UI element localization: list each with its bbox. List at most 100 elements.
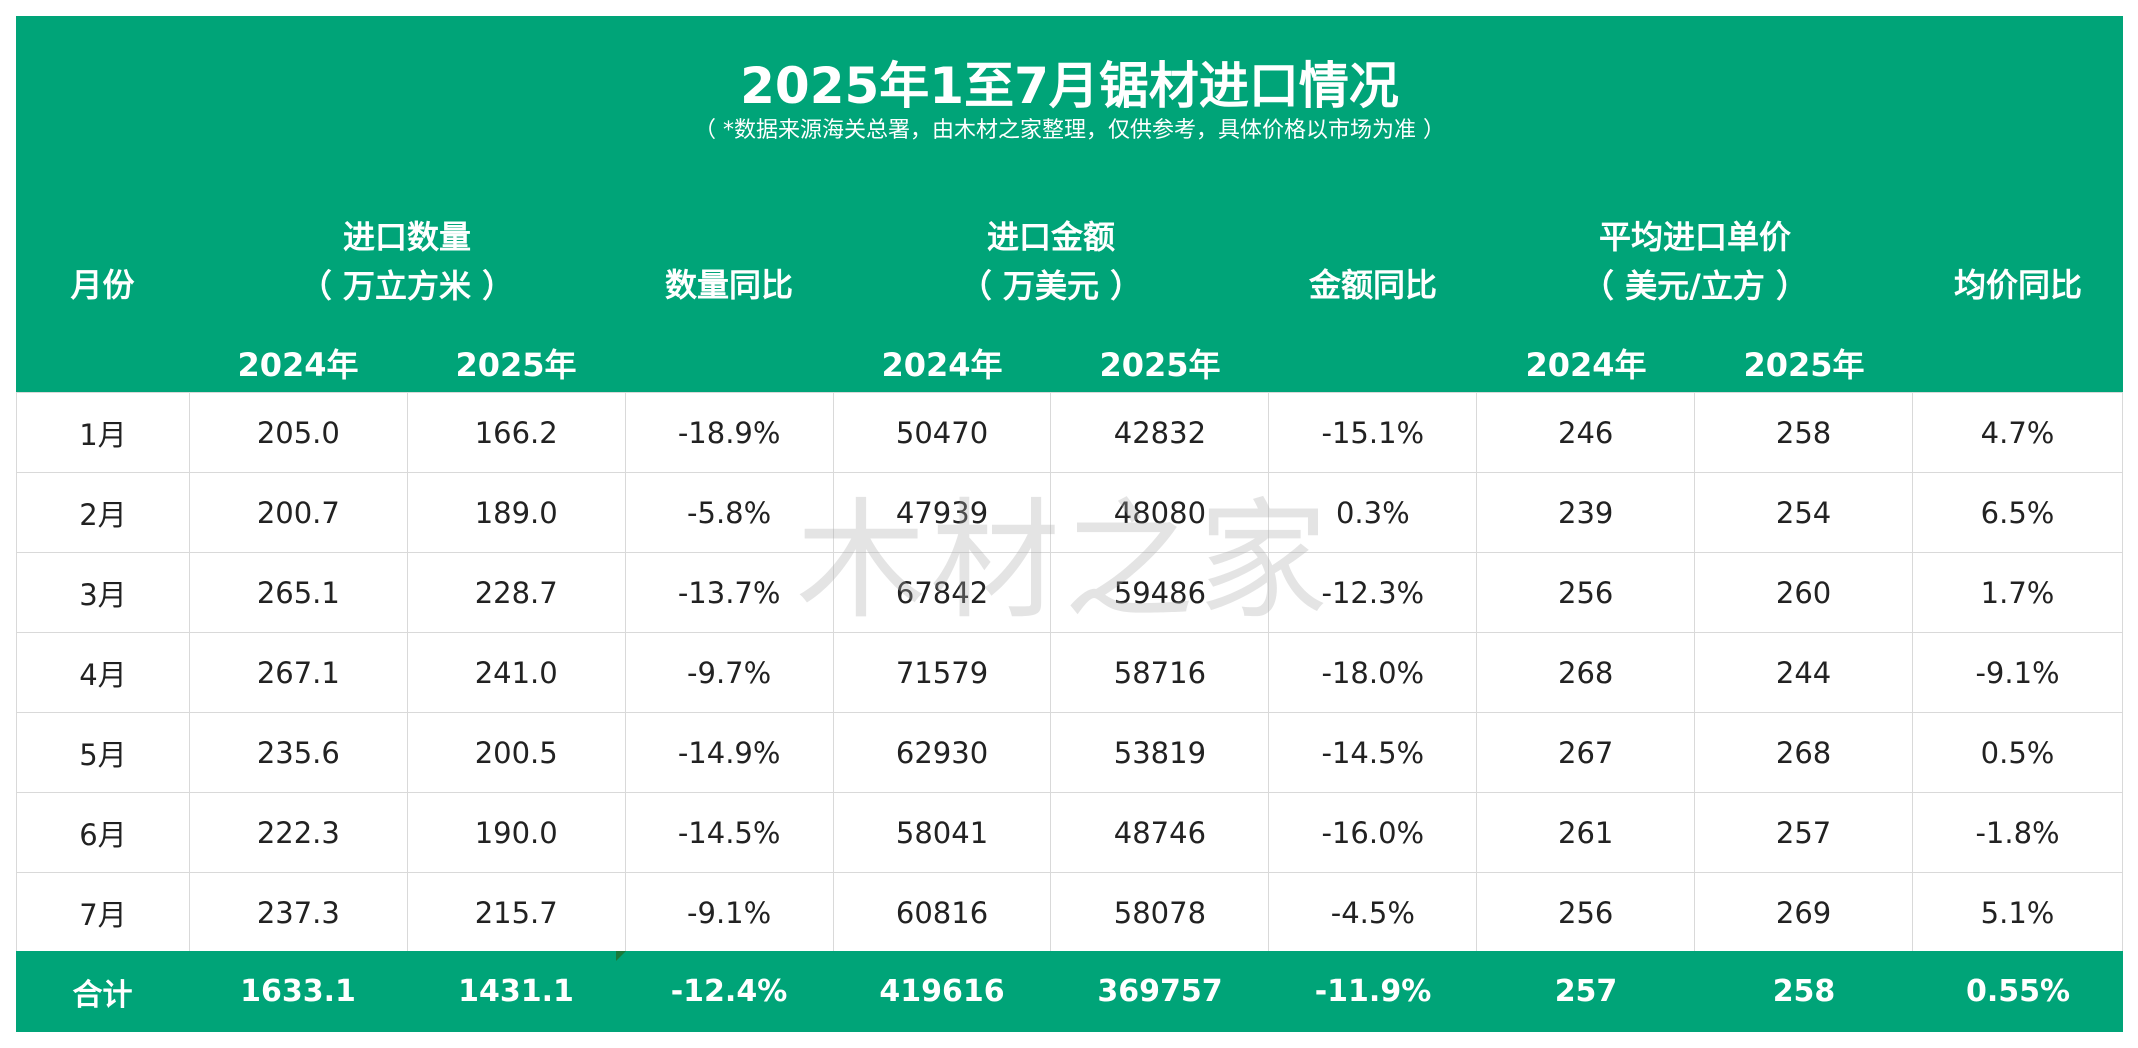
header-price-2025: 2025年 — [1743, 346, 1865, 384]
cell-month: 1月 — [16, 392, 190, 473]
header-qty-unit: （ 万立方米 ） — [299, 267, 515, 305]
cell-month: 5月 — [16, 712, 190, 793]
cell-amt-2024: 60816 — [832, 872, 1052, 953]
table-row: 2月 200.7 189.0 -5.8% 47939 48080 0.3% 23… — [16, 472, 2123, 553]
cell-amt-yoy: -18.0% — [1268, 632, 1478, 713]
total-amt-2025: 369757 — [1097, 974, 1223, 1009]
cell-qty-2025: 189.0 — [406, 472, 626, 553]
cell-qty-yoy: -14.9% — [624, 712, 834, 793]
cell-amt-2024: 62930 — [832, 712, 1052, 793]
cell-price-yoy: -1.8% — [1912, 792, 2123, 873]
table-row: 1月 205.0 166.2 -18.9% 50470 42832 -15.1%… — [16, 392, 2123, 473]
total-qty-2024: 1633.1 — [240, 974, 356, 1009]
total-price-yoy: 0.55% — [1965, 974, 2071, 1009]
header-amt-2025: 2025年 — [1099, 346, 1221, 384]
table-header: 2025年1至7月锯材进口情况 （ *数据来源海关总署，由木材之家整理，仅供参考… — [16, 16, 2123, 392]
cell-month: 6月 — [16, 792, 190, 873]
total-amt-yoy: -11.9% — [1314, 974, 1432, 1009]
cell-qty-2024: 237.3 — [188, 872, 408, 953]
header-price-title: 平均进口单价 — [1598, 218, 1791, 256]
cell-price-2025: 254 — [1694, 472, 1914, 553]
cell-price-2025: 268 — [1694, 712, 1914, 793]
header-month: 月份 — [70, 266, 135, 304]
cell-amt-2025: 42832 — [1050, 392, 1270, 473]
cell-qty-yoy: -14.5% — [624, 792, 834, 873]
cell-qty-yoy: -5.8% — [624, 472, 834, 553]
cell-price-yoy: 5.1% — [1912, 872, 2123, 953]
cell-qty-2025: 166.2 — [406, 392, 626, 473]
cell-amt-2025: 48080 — [1050, 472, 1270, 553]
cell-amt-2025: 58078 — [1050, 872, 1270, 953]
cell-qty-2024: 235.6 — [188, 712, 408, 793]
cell-price-yoy: 6.5% — [1912, 472, 2123, 553]
cell-price-2024: 256 — [1476, 872, 1696, 953]
cell-amt-yoy: 0.3% — [1268, 472, 1478, 553]
cell-price-2025: 260 — [1694, 552, 1914, 633]
cell-month: 7月 — [16, 872, 190, 953]
cell-price-2025: 257 — [1694, 792, 1914, 873]
total-amt-2024: 419616 — [879, 974, 1005, 1009]
cell-qty-2024: 265.1 — [188, 552, 408, 633]
cell-price-2024: 268 — [1476, 632, 1696, 713]
cell-corner-marker-icon — [616, 951, 626, 961]
cell-price-2025: 269 — [1694, 872, 1914, 953]
data-sheet: 2025年1至7月锯材进口情况 （ *数据来源海关总署，由木材之家整理，仅供参考… — [16, 16, 2123, 1032]
page-subtitle: （ *数据来源海关总署，由木材之家整理，仅供参考，具体价格以市场为准 ） — [694, 118, 1445, 143]
cell-amt-2025: 48746 — [1050, 792, 1270, 873]
cell-amt-2024: 71579 — [832, 632, 1052, 713]
header-qty-2024: 2024年 — [237, 346, 359, 384]
cell-amt-2024: 50470 — [832, 392, 1052, 473]
cell-price-2024: 256 — [1476, 552, 1696, 633]
cell-amt-yoy: -16.0% — [1268, 792, 1478, 873]
cell-amt-2024: 47939 — [832, 472, 1052, 553]
header-qty-2025: 2025年 — [455, 346, 577, 384]
total-row: 合计 1633.1 1431.1 -12.4% 419616 369757 -1… — [16, 951, 2123, 1032]
cell-month: 2月 — [16, 472, 190, 553]
cell-qty-2025: 190.0 — [406, 792, 626, 873]
header-amt-2024: 2024年 — [881, 346, 1003, 384]
table-row: 5月 235.6 200.5 -14.9% 62930 53819 -14.5%… — [16, 712, 2123, 793]
cell-amt-2025: 59486 — [1050, 552, 1270, 633]
cell-month: 4月 — [16, 632, 190, 713]
total-qty-2025: 1431.1 — [458, 974, 574, 1009]
cell-price-2024: 239 — [1476, 472, 1696, 553]
cell-amt-yoy: -4.5% — [1268, 872, 1478, 953]
cell-qty-2024: 222.3 — [188, 792, 408, 873]
cell-month: 3月 — [16, 552, 190, 633]
total-price-2025: 258 — [1772, 974, 1836, 1009]
header-price-yoy: 均价同比 — [1953, 266, 2082, 304]
cell-qty-2025: 215.7 — [406, 872, 626, 953]
page-title: 2025年1至7月锯材进口情况 — [740, 57, 1399, 115]
header-qty-yoy: 数量同比 — [664, 266, 793, 304]
cell-amt-2024: 58041 — [832, 792, 1052, 873]
header-amt-unit: （ 万美元 ） — [959, 267, 1143, 305]
cell-amt-2025: 58716 — [1050, 632, 1270, 713]
cell-amt-yoy: -15.1% — [1268, 392, 1478, 473]
cell-qty-2025: 241.0 — [406, 632, 626, 713]
cell-price-yoy: -9.1% — [1912, 632, 2123, 713]
cell-price-2024: 246 — [1476, 392, 1696, 473]
cell-qty-2024: 267.1 — [188, 632, 408, 713]
cell-price-2025: 258 — [1694, 392, 1914, 473]
header-price-unit: （ 美元/立方 ） — [1582, 267, 1808, 305]
cell-price-2025: 244 — [1694, 632, 1914, 713]
cell-qty-2025: 228.7 — [406, 552, 626, 633]
cell-price-yoy: 1.7% — [1912, 552, 2123, 633]
cell-price-2024: 267 — [1476, 712, 1696, 793]
cell-amt-yoy: -12.3% — [1268, 552, 1478, 633]
cell-qty-2025: 200.5 — [406, 712, 626, 793]
header-qty-title: 进口数量 — [342, 218, 471, 256]
cell-price-yoy: 4.7% — [1912, 392, 2123, 473]
table-row: 7月 237.3 215.7 -9.1% 60816 58078 -4.5% 2… — [16, 872, 2123, 953]
cell-qty-yoy: -18.9% — [624, 392, 834, 473]
cell-amt-2025: 53819 — [1050, 712, 1270, 793]
table-row: 6月 222.3 190.0 -14.5% 58041 48746 -16.0%… — [16, 792, 2123, 873]
cell-amt-yoy: -14.5% — [1268, 712, 1478, 793]
data-table: 1月 205.0 166.2 -18.9% 50470 42832 -15.1%… — [16, 392, 2123, 953]
total-qty-yoy: -12.4% — [670, 974, 788, 1009]
cell-amt-2024: 67842 — [832, 552, 1052, 633]
cell-qty-yoy: -9.7% — [624, 632, 834, 713]
cell-qty-2024: 200.7 — [188, 472, 408, 553]
header-price-2024: 2024年 — [1525, 346, 1647, 384]
total-label: 合计 — [72, 977, 133, 1013]
